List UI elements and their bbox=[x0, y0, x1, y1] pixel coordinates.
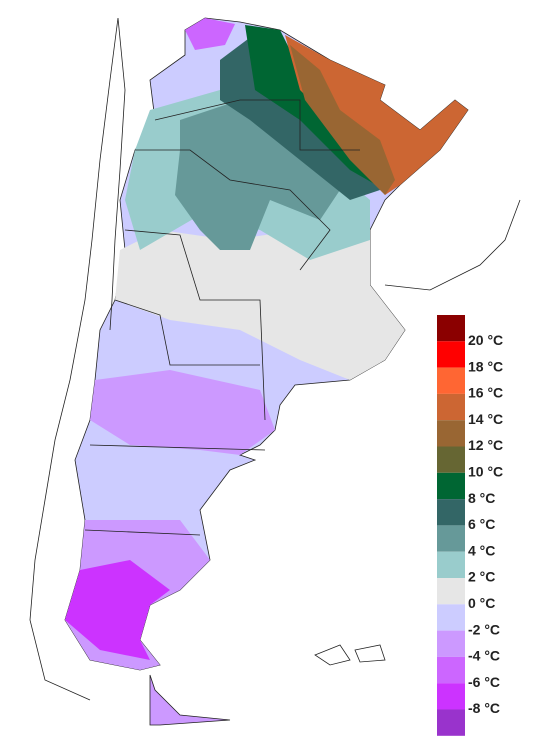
legend-swatch bbox=[437, 393, 465, 421]
zone-brown bbox=[290, 45, 395, 195]
legend-swatch bbox=[437, 315, 465, 342]
legend-swatch bbox=[437, 525, 465, 552]
legend: 20 °C 18 °C 16 °C 14 °C 12 °C 10 °C 8 °C 6 °C 4 … bbox=[437, 315, 503, 736]
legend-swatch bbox=[437, 604, 465, 631]
legend-label: 14 °C bbox=[468, 411, 503, 427]
legend-label: 0 °C bbox=[468, 595, 495, 611]
legend-label: 2 °C bbox=[468, 569, 495, 585]
legend-label: 4 °C bbox=[468, 542, 495, 558]
legend-label: 8 °C bbox=[468, 490, 495, 506]
legend-label: 10 °C bbox=[468, 464, 503, 480]
zone-warm bbox=[285, 35, 468, 195]
legend-swatch bbox=[437, 446, 465, 473]
legend-label: 12 °C bbox=[468, 437, 503, 453]
legend-swatch bbox=[437, 683, 465, 710]
chile-outline bbox=[29, 17, 126, 701]
legend-label: -4 °C bbox=[468, 648, 500, 664]
legend-swatch bbox=[437, 656, 465, 684]
legend-label: 6 °C bbox=[468, 516, 495, 532]
zone-purple-north bbox=[185, 18, 235, 50]
legend-swatch bbox=[437, 472, 465, 500]
legend-swatch bbox=[437, 551, 465, 578]
legend-label: 16 °C bbox=[468, 385, 503, 401]
tierra-del-fuego bbox=[149, 674, 231, 726]
legend-swatch bbox=[437, 420, 465, 447]
legend-swatch bbox=[437, 367, 465, 394]
argentina-map bbox=[29, 17, 521, 726]
legend-swatch bbox=[437, 341, 465, 368]
zone-violet-south bbox=[65, 560, 170, 660]
zone-teal bbox=[175, 100, 340, 250]
legend-swatch bbox=[437, 578, 465, 605]
legend-swatch bbox=[437, 499, 465, 526]
legend-label: 20 °C bbox=[468, 332, 503, 348]
legend-swatch bbox=[437, 630, 465, 657]
legend-label: -2 °C bbox=[468, 621, 500, 637]
falklands bbox=[314, 644, 386, 666]
province-borders bbox=[84, 99, 360, 536]
legend-label: -6 °C bbox=[468, 674, 500, 690]
uruguay-outline bbox=[384, 199, 521, 291]
legend-swatch bbox=[437, 709, 465, 736]
legend-label: 18 °C bbox=[468, 358, 503, 374]
legend-label: -8 °C bbox=[468, 700, 500, 716]
